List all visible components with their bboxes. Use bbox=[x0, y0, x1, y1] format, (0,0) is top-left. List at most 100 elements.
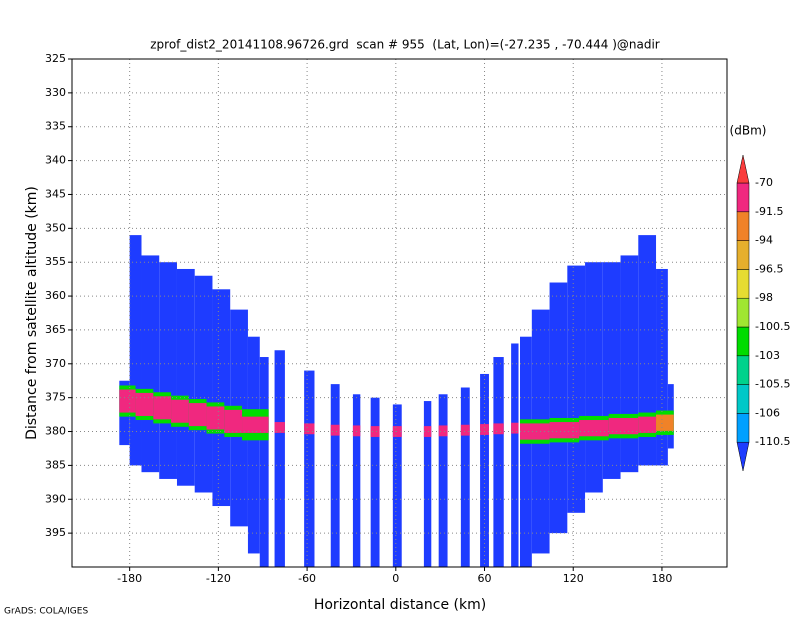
colorbar-segment bbox=[736, 441, 750, 472]
cell bbox=[549, 422, 580, 439]
cell bbox=[579, 420, 609, 437]
x-tick-label: 0 bbox=[392, 572, 399, 585]
cell bbox=[585, 262, 603, 493]
colorbar-tick-label: -96.5 bbox=[755, 262, 783, 275]
cell bbox=[194, 275, 213, 493]
colorbar-segment bbox=[736, 326, 750, 357]
cell bbox=[567, 265, 586, 513]
cell bbox=[242, 416, 269, 433]
x-tick-label: -120 bbox=[206, 572, 231, 585]
cell bbox=[392, 426, 402, 437]
cell bbox=[304, 370, 315, 567]
y-tick-label: 395 bbox=[45, 526, 66, 539]
colorbar-segment bbox=[736, 182, 750, 213]
cell bbox=[480, 373, 489, 567]
cell bbox=[608, 417, 639, 435]
cell bbox=[520, 423, 550, 440]
y-axis-label: Distance from satellite altitude (km) bbox=[24, 186, 40, 440]
colorbar-tick-label: -106 bbox=[755, 406, 780, 419]
cell bbox=[370, 397, 380, 567]
colorbar-tick-label: -105.5 bbox=[755, 378, 790, 391]
x-tick-label: -60 bbox=[298, 572, 316, 585]
y-tick-label: 370 bbox=[45, 357, 66, 370]
cell bbox=[602, 262, 621, 479]
cell bbox=[520, 336, 532, 567]
colorbar-label: (dBm) bbox=[730, 124, 767, 138]
y-tick-label: 380 bbox=[45, 425, 66, 438]
cell bbox=[438, 425, 448, 437]
colorbar-segment bbox=[736, 297, 750, 328]
colorbar-tick-label: -94 bbox=[755, 234, 773, 247]
x-tick-label: 60 bbox=[478, 572, 492, 585]
cell bbox=[656, 414, 674, 431]
cell bbox=[304, 423, 315, 435]
cell bbox=[493, 423, 504, 435]
cell bbox=[330, 424, 340, 436]
cell bbox=[352, 425, 361, 437]
colorbar-tick-label: -91.5 bbox=[755, 205, 783, 218]
colorbar-tick-label: -103 bbox=[755, 349, 780, 362]
cell bbox=[274, 422, 285, 433]
cell bbox=[392, 404, 402, 567]
cell bbox=[212, 289, 231, 507]
cell bbox=[224, 409, 243, 433]
cell bbox=[493, 357, 504, 567]
y-tick-label: 390 bbox=[45, 492, 66, 505]
cell bbox=[274, 350, 285, 567]
cell bbox=[480, 424, 489, 435]
cell bbox=[423, 401, 432, 567]
y-tick-label: 350 bbox=[45, 221, 66, 234]
cell bbox=[423, 426, 432, 437]
colorbar-segment bbox=[736, 413, 750, 443]
cell bbox=[511, 422, 519, 434]
cell bbox=[352, 394, 361, 567]
cell bbox=[171, 399, 189, 423]
y-tick-label: 360 bbox=[45, 289, 66, 302]
cell bbox=[119, 389, 136, 413]
plot-frame bbox=[71, 58, 728, 568]
cell bbox=[460, 387, 470, 567]
y-tick-label: 335 bbox=[45, 120, 66, 133]
cell bbox=[135, 392, 154, 416]
colorbar-tick-label: -98 bbox=[755, 291, 773, 304]
colorbar-segment bbox=[736, 269, 750, 299]
chart-title: zprof_dist2_20141108.96726.grd scan # 95… bbox=[150, 38, 660, 52]
cell bbox=[188, 403, 207, 427]
y-tick-label: 345 bbox=[45, 187, 66, 200]
colorbar-segment bbox=[736, 240, 750, 270]
y-tick-label: 340 bbox=[45, 154, 66, 167]
cell bbox=[511, 343, 519, 567]
x-tick-label: -180 bbox=[117, 572, 142, 585]
colorbar-tick-label: -110.5 bbox=[755, 435, 790, 448]
cell bbox=[153, 396, 172, 420]
y-tick-label: 355 bbox=[45, 255, 66, 268]
x-tick-label: 120 bbox=[563, 572, 584, 585]
y-tick-label: 375 bbox=[45, 391, 66, 404]
cell bbox=[159, 262, 177, 479]
cell bbox=[206, 406, 225, 430]
colorbar-tick-label: -100.5 bbox=[755, 320, 790, 333]
colorbar-segment bbox=[736, 211, 750, 241]
y-tick-label: 365 bbox=[45, 323, 66, 336]
cell bbox=[129, 235, 142, 466]
cell bbox=[330, 384, 340, 567]
x-tick-label: 180 bbox=[651, 572, 672, 585]
cell bbox=[549, 282, 568, 534]
colorbar-segment bbox=[736, 384, 750, 414]
colorbar-segment bbox=[736, 355, 750, 385]
y-tick-label: 330 bbox=[45, 86, 66, 99]
colorbar-tick-label: -70 bbox=[755, 176, 773, 189]
cell bbox=[638, 416, 657, 433]
cell bbox=[638, 235, 657, 466]
cell bbox=[460, 424, 470, 436]
cell bbox=[176, 268, 195, 486]
y-tick-label: 325 bbox=[45, 52, 66, 65]
footer: GrADS: COLA/IGES bbox=[4, 607, 88, 617]
cell bbox=[620, 255, 639, 473]
cell bbox=[370, 426, 380, 437]
cell bbox=[259, 357, 269, 567]
y-tick-label: 385 bbox=[45, 458, 66, 471]
cell bbox=[438, 394, 448, 567]
colorbar-segment bbox=[736, 154, 750, 184]
